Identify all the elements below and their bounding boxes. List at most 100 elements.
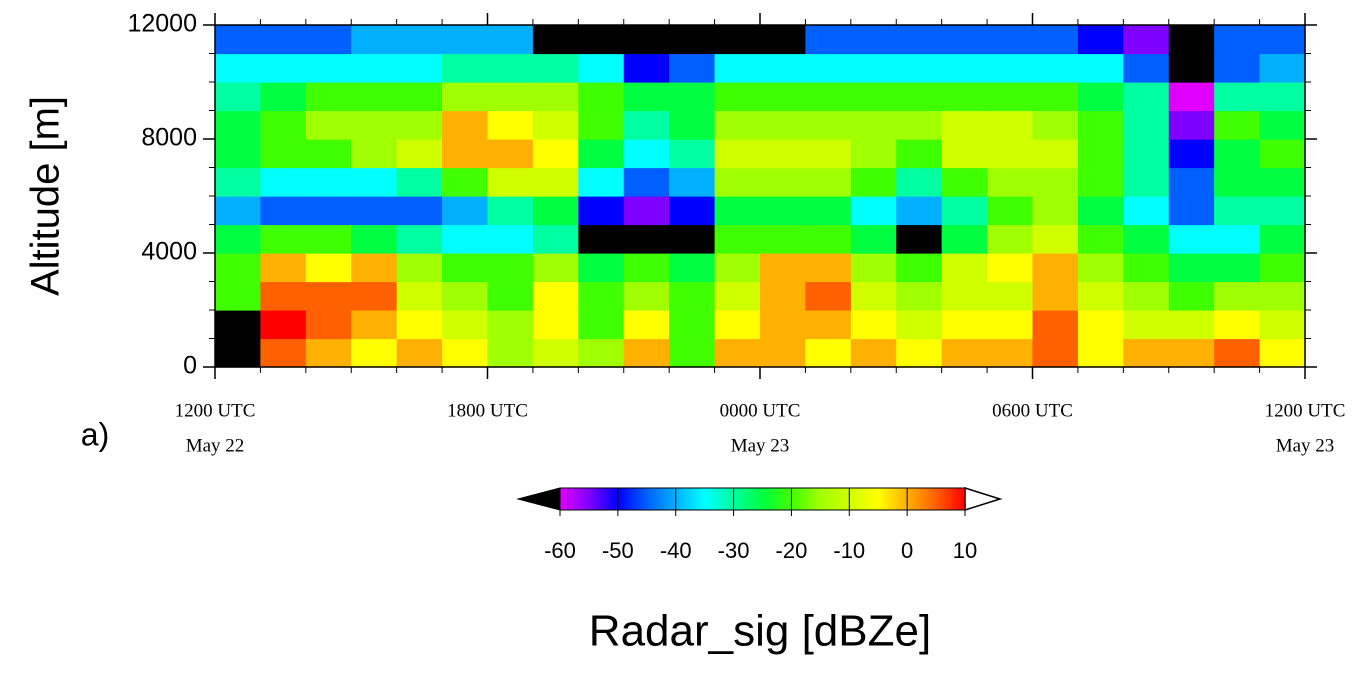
heat-cell (760, 281, 807, 311)
heat-cell (623, 82, 670, 112)
heat-cell (396, 53, 443, 83)
heat-cell (487, 310, 534, 340)
heat-cell (714, 338, 761, 368)
heat-cell (1214, 338, 1261, 368)
x-tick-sublabel: May 23 (1276, 435, 1335, 456)
heat-cell (532, 253, 579, 283)
heat-cell (623, 310, 670, 340)
heat-cell (623, 253, 670, 283)
heat-cell (1077, 139, 1124, 169)
heat-cell (1214, 110, 1261, 140)
heat-cell (896, 25, 943, 55)
x-tick-label: 0600 UTC (992, 400, 1073, 421)
heat-cell (896, 53, 943, 83)
heat-cell (578, 196, 625, 226)
heat-cell (1259, 167, 1306, 197)
heat-cell (850, 253, 897, 283)
heat-cell (941, 110, 988, 140)
heat-cell (850, 310, 897, 340)
heat-cell (487, 53, 534, 83)
heat-cell (532, 25, 579, 55)
heat-cell (896, 338, 943, 368)
heat-cell (714, 110, 761, 140)
heat-cell (805, 338, 852, 368)
heat-cell (941, 253, 988, 283)
heat-cell (941, 281, 988, 311)
heat-cell (396, 253, 443, 283)
heat-cell (305, 281, 352, 311)
heat-cell (714, 281, 761, 311)
heat-cell (1032, 139, 1079, 169)
heat-cell (532, 338, 579, 368)
heat-cell (1032, 82, 1079, 112)
heat-cell (1214, 139, 1261, 169)
heat-cell (1259, 196, 1306, 226)
heat-cell (850, 139, 897, 169)
heat-cell (1259, 110, 1306, 140)
heat-cell (1168, 110, 1215, 140)
heat-cell (578, 338, 625, 368)
heat-cell (669, 253, 716, 283)
heat-cell (487, 167, 534, 197)
heat-cell (260, 110, 307, 140)
heat-cell (941, 53, 988, 83)
heat-cell (987, 338, 1034, 368)
heat-cell (669, 310, 716, 340)
heat-cell (396, 196, 443, 226)
heat-cell (1032, 310, 1079, 340)
heat-cell (1214, 224, 1261, 254)
heat-cell (532, 139, 579, 169)
heat-cell (351, 338, 398, 368)
heat-cell (1168, 167, 1215, 197)
heat-cell (1123, 25, 1170, 55)
heat-cell (669, 110, 716, 140)
colorbar-tick-label: -30 (718, 538, 750, 563)
heat-cell (623, 53, 670, 83)
heat-cell (1214, 310, 1261, 340)
heat-cell (1123, 281, 1170, 311)
heat-cell (669, 139, 716, 169)
x-tick-sublabel: May 23 (731, 435, 790, 456)
heat-cell (987, 82, 1034, 112)
heat-cell (351, 110, 398, 140)
heat-cell (215, 310, 262, 340)
heat-cell (987, 53, 1034, 83)
heat-cell (805, 53, 852, 83)
heat-cell (1032, 110, 1079, 140)
heat-cell (805, 310, 852, 340)
x-tick-label: 0000 UTC (720, 400, 801, 421)
heat-cell (1168, 25, 1215, 55)
heat-cell (1168, 310, 1215, 340)
heat-cell (215, 224, 262, 254)
heat-cell (1214, 196, 1261, 226)
heat-cell (805, 281, 852, 311)
heat-cell (305, 310, 352, 340)
heat-cell (1168, 196, 1215, 226)
heat-cell (1123, 110, 1170, 140)
heat-cell (442, 338, 489, 368)
heat-cell (1214, 253, 1261, 283)
heat-cell (896, 310, 943, 340)
y-tick-label: 4000 (141, 238, 197, 266)
heat-cell (1077, 110, 1124, 140)
heat-cell (351, 310, 398, 340)
heat-cell (623, 338, 670, 368)
heat-cell (623, 139, 670, 169)
heat-cell (987, 110, 1034, 140)
heat-cell (714, 310, 761, 340)
colorbar-label: Radar_sig [dBZe] (589, 607, 931, 656)
heat-cell (896, 167, 943, 197)
x-tick-label: 1800 UTC (447, 400, 528, 421)
heat-cell (532, 224, 579, 254)
heat-cell (987, 310, 1034, 340)
colorbar-tick-label: -40 (660, 538, 692, 563)
heat-cell (623, 196, 670, 226)
heat-cell (623, 224, 670, 254)
heat-cell (1077, 224, 1124, 254)
heat-cell (260, 310, 307, 340)
heat-cell (1214, 25, 1261, 55)
heat-cell (669, 25, 716, 55)
heat-cell (669, 281, 716, 311)
heat-cell (578, 253, 625, 283)
